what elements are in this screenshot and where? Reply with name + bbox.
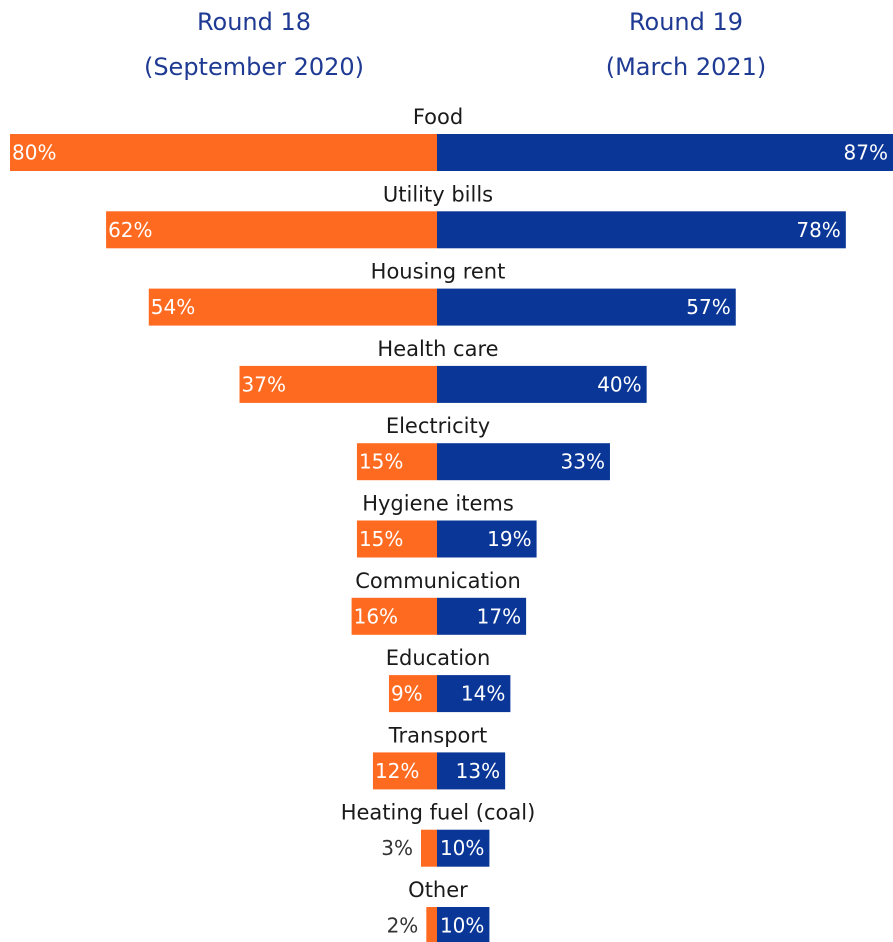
round18-bar [148,288,437,326]
category-label: Food [413,105,463,129]
round18-value-label: 54% [151,295,195,319]
round19-bar [437,520,537,558]
left-header-line2: (September 2020) [144,53,364,81]
round19-value-label: 13% [456,759,500,783]
round19-value-label: 19% [487,527,531,551]
round19-bar [437,365,647,403]
round18-bar [351,597,437,635]
round18-value-label: 2% [387,914,419,938]
right-header-line2: (March 2021) [606,53,767,81]
round18-value-label: 16% [354,604,398,628]
round19-value-label: 57% [686,295,730,319]
round18-bar [356,520,437,558]
round18-bar [388,675,437,713]
round18-bar [426,907,437,942]
round19-bar [437,752,506,790]
round18-bar [420,829,437,867]
round18-value-label: 62% [108,218,152,242]
round18-value-label: 15% [359,527,403,551]
category-label: Hygiene items [362,492,514,516]
category-label: Health care [377,337,498,361]
round18-value-label: 12% [375,759,419,783]
round18-bar [10,134,437,171]
round19-value-label: 17% [477,604,521,628]
round19-bar [437,288,736,326]
round19-bar [437,211,846,249]
round18-value-label: 3% [381,836,413,860]
round19-bar [437,443,610,481]
round18-bar [356,443,437,481]
round18-value-label: 15% [359,450,403,474]
category-label: Education [386,646,491,670]
round18-value-label: 37% [242,372,286,396]
category-label: Heating fuel (coal) [341,801,536,825]
round18-value-label: 80% [12,141,56,165]
category-label: Utility bills [383,182,493,206]
round19-value-label: 87% [844,141,888,165]
round19-bar [437,597,527,635]
round19-bar [437,829,490,867]
category-label: Electricity [386,414,490,438]
round19-value-label: 10% [440,836,484,860]
round18-bar [239,365,437,403]
left-header-line1: Round 18 [197,8,311,36]
chart-rows: Food 80% 87% Utility bills 62% 78% Housing ren… [10,105,893,942]
round19-value-label: 14% [461,682,505,706]
category-label: Other [408,878,468,902]
round19-value-label: 10% [440,914,484,938]
round19-value-label: 40% [597,372,641,396]
right-header-line1: Round 19 [629,8,743,36]
round18-bar [106,211,437,249]
round18-bar [372,752,437,790]
round18-value-label: 9% [391,682,423,706]
round19-bar [437,134,893,171]
category-label: Communication [355,569,521,593]
category-label: Housing rent [371,260,506,284]
round19-bar [437,907,490,942]
round19-value-label: 33% [561,450,605,474]
category-label: Transport [388,723,488,747]
round19-bar [437,675,511,713]
round19-value-label: 78% [796,218,840,242]
